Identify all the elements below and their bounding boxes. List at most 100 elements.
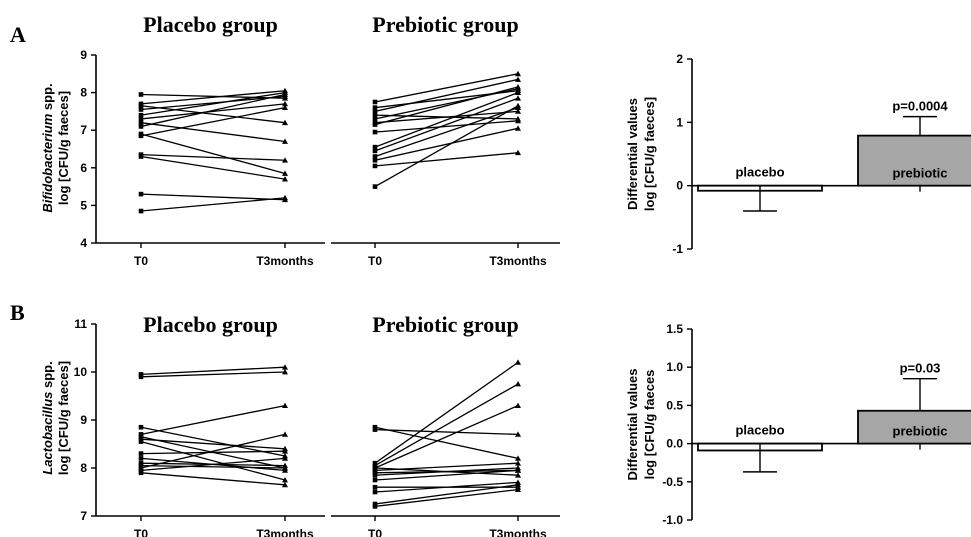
A-diff-bar-prebiotic	[857, 134, 971, 187]
A-prebiotic-series-line	[374, 91, 519, 148]
B-placebo-series-line	[140, 404, 286, 436]
B-prebiotic-point-t0	[372, 472, 378, 478]
A-placebo-point-t3	[282, 176, 288, 182]
A-prebiotic-point-t0	[372, 112, 378, 118]
A-placebo-series-line	[140, 155, 286, 180]
A-placebo-ytick-label: 8	[80, 86, 87, 100]
B-placebo-point-t0	[138, 372, 144, 377]
B-diff-ytick-label: 1.0	[666, 360, 683, 374]
B-placebo-ytick-label: 9	[80, 413, 87, 427]
A-diff-ytick-label: -1	[672, 242, 683, 256]
B-diff-ytick-label: 0.0	[666, 437, 683, 451]
A-placebo-series-line	[140, 91, 286, 116]
B-prebiotic-panel: Prebiotic group T0 T3months	[331, 312, 560, 537]
B-placebo-point-t3	[282, 431, 288, 437]
A-prebiotic-series-line	[374, 86, 519, 126]
A-prebiotic-point-t0	[372, 99, 378, 105]
A-placebo-series-line	[140, 133, 286, 175]
A-placebo-ytick-label: 9	[80, 48, 87, 62]
A-placebo-series-line	[140, 90, 286, 105]
A-prebiotic-series-line	[374, 78, 519, 113]
B-placebo-series-line	[140, 440, 286, 481]
ylabel-b-line1: Lactobacillus spp.	[40, 361, 55, 474]
A-prebiotic-series-line	[374, 152, 519, 167]
A-prebiotic-point-t0	[372, 154, 378, 159]
A-prebiotic-point-t0	[372, 109, 378, 114]
B-prebiotic-point-t3	[515, 359, 521, 365]
A-placebo-xtick-label: T3months	[256, 254, 314, 268]
B-placebo-series-line	[140, 450, 286, 455]
A-prebiotic-point-t3	[515, 83, 521, 90]
B-prebiotic-point-t3	[515, 431, 521, 437]
B-prebiotic-point-t0	[372, 477, 378, 483]
A-placebo-ytick-label: 7	[80, 123, 87, 137]
B-placebo-ytick-label: 11	[74, 317, 87, 331]
ylabel-b-suffix: spp.	[40, 361, 55, 391]
B-prebiotic-series-line	[374, 383, 519, 467]
B-placebo-point-t3	[282, 481, 288, 488]
B-placebo-point-t3	[282, 369, 288, 375]
B-placebo-point-t0	[138, 439, 144, 444]
A-placebo-panel: Placebo group 4 5 6 7 8 9 T0 T3months	[80, 12, 325, 268]
A-placebo-ytick-label: 4	[80, 236, 87, 250]
B-prebiotic-series-line	[374, 484, 519, 505]
A-placebo-point-t0	[138, 154, 144, 159]
B-placebo-panel: Placebo group 7 8 9 10 11 T0 T3months	[74, 312, 325, 537]
A-diff-ytick-label: 0	[676, 179, 683, 193]
A-prebiotic-point-t3	[515, 149, 521, 156]
A-placebo-point-t3	[282, 104, 288, 111]
A-diff-bar-label-prebiotic: prebiotic	[893, 166, 948, 181]
A-placebo-series-line	[140, 95, 286, 111]
B-placebo-series-line	[140, 457, 286, 472]
B-placebo-ytick-label: 8	[80, 461, 87, 475]
B-prebiotic-series-line	[374, 428, 519, 436]
B-prebiotic-point-t0	[372, 427, 378, 432]
B-placebo-series-line	[140, 438, 286, 450]
B-prebiotic-point-t0	[372, 484, 378, 490]
A-prebiotic-series-line	[374, 110, 519, 124]
A-placebo-series-line	[140, 197, 286, 212]
A-placebo-ytick-label: 6	[80, 161, 87, 175]
B-prebiotic-point-t0	[372, 463, 378, 468]
B-placebo-point-t3	[282, 455, 288, 461]
A-diff-bar-label-placebo: placebo	[735, 165, 784, 180]
A-prebiotic-panel: Prebiotic group T0 T3months	[331, 12, 560, 268]
A-prebiotic-series-line	[374, 97, 519, 152]
B-placebo-point-t3	[282, 448, 288, 454]
A-placebo-point-t3	[282, 91, 288, 97]
B-prebiotic-series-line	[374, 361, 519, 464]
A-placebo-point-t3	[282, 194, 288, 201]
B-prebiotic-series-line	[374, 481, 519, 493]
A-placebo-point-t3	[282, 100, 288, 107]
B-placebo-point-t0	[138, 374, 144, 380]
B-prebiotic-point-t3	[515, 486, 521, 492]
A-placebo-point-t0	[138, 116, 144, 122]
A-prebiotic-point-t3	[515, 70, 521, 77]
B-prebiotic-series-line	[374, 405, 519, 469]
B-placebo-point-t3	[282, 465, 288, 471]
A-placebo-point-t3	[282, 157, 288, 163]
A-prebiotic-point-t0	[372, 148, 378, 154]
A-prebiotic-point-t3	[515, 76, 521, 82]
B-prebiotic-point-t3	[515, 467, 521, 473]
A-prebiotic-point-t3	[515, 125, 521, 131]
A-prebiotic-title: Prebiotic group	[372, 12, 518, 37]
B-placebo-point-t0	[138, 460, 144, 466]
A-placebo-title: Placebo group	[143, 12, 278, 37]
panel-letter-a: A	[10, 22, 26, 47]
A-diff-pvalue: p=0.0004	[892, 99, 948, 114]
B-prebiotic-title: Prebiotic group	[372, 312, 518, 337]
A-placebo-point-t0	[138, 103, 144, 109]
B-diff-ytick-label: 1.5	[666, 322, 683, 336]
A-placebo-series-line	[140, 93, 286, 99]
A-placebo-point-t0	[138, 92, 144, 97]
B-placebo-title: Placebo group	[143, 312, 278, 337]
A-placebo-point-t0	[138, 124, 144, 129]
B-prebiotic-point-t0	[372, 424, 378, 430]
ylabel-a-line2: log [CFU/g faeces]	[56, 91, 71, 205]
A-prebiotic-point-t0	[372, 122, 378, 127]
A-prebiotic-point-t3	[515, 95, 521, 101]
B-placebo-series-line	[140, 464, 286, 469]
ylabel-a-genus: Bifidobacterium	[40, 113, 55, 212]
B-placebo-series-line	[140, 371, 286, 378]
